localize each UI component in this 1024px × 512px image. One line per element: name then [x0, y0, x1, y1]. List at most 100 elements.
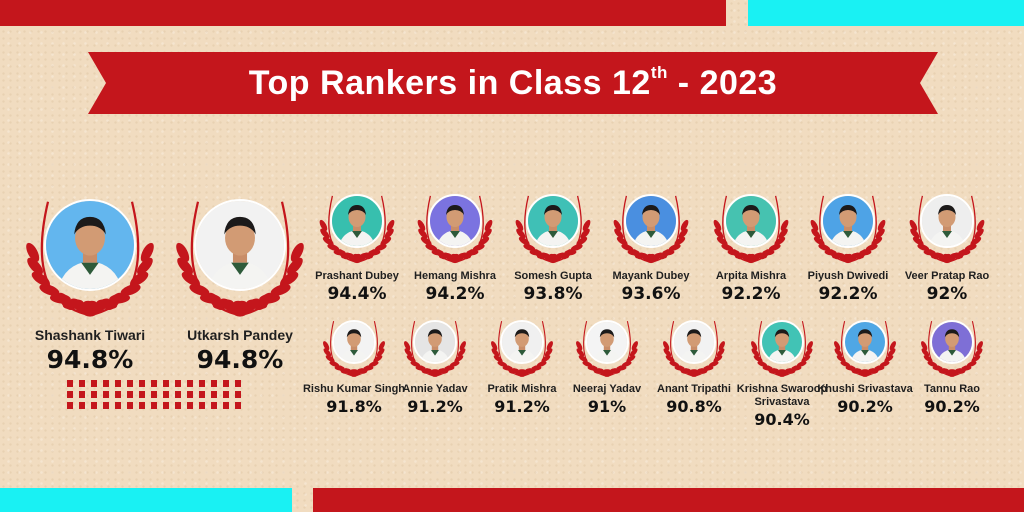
- ranker-name: Hemang Mishra: [414, 270, 496, 282]
- top-ranker-card: Utkarsh Pandey 94.8%: [170, 185, 310, 375]
- ranker-percentage: 94.8%: [46, 345, 134, 374]
- dot-grid-square: [91, 402, 97, 409]
- dot-grid-square: [151, 402, 157, 409]
- ranker-photo: [500, 320, 544, 364]
- laurel-wreath-icon: [515, 195, 591, 264]
- dot-grid-square: [103, 391, 109, 398]
- ranker-percentage: 90.8%: [666, 397, 722, 416]
- ranker-card: Hemang Mishra 94.2%: [414, 186, 496, 306]
- ranker-photo: [760, 320, 804, 364]
- ranker-name: Tannu Rao: [923, 383, 980, 395]
- portrait-photo: [762, 322, 802, 362]
- top-ranker-card: Shashank Tiwari 94.8%: [20, 185, 160, 375]
- portrait-photo: [823, 196, 873, 246]
- ranker-photo: [194, 199, 286, 291]
- ranker-percentage: 93.6%: [621, 284, 681, 304]
- dot-grid-square: [139, 402, 145, 409]
- dot-grid-square: [211, 391, 217, 398]
- ranker-name: Anant Tripathi: [657, 383, 731, 395]
- dot-grid-square: [115, 391, 121, 398]
- dot-grid-square: [103, 380, 109, 387]
- ranker-name: Arpita Mishra: [715, 270, 787, 282]
- dot-grid-square: [79, 391, 85, 398]
- laurel-wreath-icon: [417, 195, 493, 264]
- ranker-name: Neeraj Yadav: [572, 383, 642, 395]
- ranker-card: Arpita Mishra 92.2%: [710, 186, 792, 306]
- dot-grid-square: [139, 380, 145, 387]
- ranker-photo: [332, 320, 376, 364]
- laurel-wreath-icon: [663, 321, 725, 377]
- dot-grid-square: [175, 391, 181, 398]
- ranker-photo: [428, 194, 482, 248]
- ranker-name: Somesh Gupta: [514, 270, 592, 282]
- laurel-wreath-icon: [834, 321, 896, 377]
- dot-grid-square: [187, 380, 193, 387]
- dot-grid-square: [151, 380, 157, 387]
- ranker-percentage: 91%: [587, 397, 627, 416]
- ranker-photo: [724, 194, 778, 248]
- title-superscript: th: [650, 62, 668, 82]
- dot-grid-square: [139, 391, 145, 398]
- ranker-percentage: 90.2%: [837, 397, 893, 416]
- dot-grid-square: [223, 402, 229, 409]
- ranker-card: Pratik Mishra 91.2%: [487, 313, 557, 423]
- ranker-name: Utkarsh Pandey: [187, 327, 293, 343]
- ranker-photo: [624, 194, 678, 248]
- portrait-photo: [415, 322, 455, 362]
- ranker-card: Annie Yadav 91.2%: [401, 313, 469, 423]
- ranker-percentage: 92%: [926, 284, 968, 304]
- ranker-percentage: 90.2%: [924, 397, 980, 416]
- portrait-photo: [430, 196, 480, 246]
- ranker-percentage: 94.4%: [327, 284, 387, 304]
- decorative-dot-grid: [67, 380, 241, 409]
- ranker-percentage: 94.8%: [196, 345, 284, 374]
- dot-grid-square: [115, 380, 121, 387]
- title-banner: Top Rankers in Class 12th - 2023: [88, 52, 938, 114]
- ribbon-shape: [88, 52, 938, 114]
- ranker-photo: [920, 194, 974, 248]
- ranker-name: Mayank Dubey: [612, 270, 690, 282]
- ranker-name: Rishu Kumar Singh: [302, 383, 406, 395]
- laurel-wreath-icon: [26, 201, 154, 317]
- dot-grid-square: [115, 402, 121, 409]
- portrait-photo: [726, 196, 776, 246]
- top-red-bar: [0, 0, 726, 26]
- dot-grid-square: [91, 380, 97, 387]
- title-main: Top Rankers in Class 12: [248, 64, 651, 102]
- dot-grid-square: [175, 402, 181, 409]
- ranker-card: Somesh Gupta 93.8%: [512, 186, 594, 306]
- ranker-card: Rishu Kumar Singh 91.8%: [303, 313, 405, 423]
- dot-grid-square: [175, 380, 181, 387]
- ranker-card: Tannu Rao 90.2%: [918, 313, 986, 423]
- portrait-photo: [334, 322, 374, 362]
- dot-grid-square: [199, 402, 205, 409]
- ranker-photo: [413, 320, 457, 364]
- ranker-percentage: 92.2%: [818, 284, 878, 304]
- laurel-wreath-icon: [810, 195, 886, 264]
- ranker-card: Veer Pratap Rao 92%: [905, 186, 989, 306]
- ranker-card: Piyush Dwivedi 92.2%: [807, 186, 889, 306]
- ranker-name: Krishna Swaroop Srivastava: [718, 383, 846, 408]
- dot-grid-square: [79, 402, 85, 409]
- dot-grid-square: [163, 402, 169, 409]
- portrait-photo: [587, 322, 627, 362]
- laurel-wreath-icon: [751, 321, 813, 377]
- laurel-wreath-icon: [176, 201, 304, 317]
- bottom-cyan-bar: [0, 488, 292, 512]
- ranker-photo: [930, 320, 974, 364]
- ranker-percentage: 91.2%: [407, 397, 463, 416]
- dot-grid-square: [163, 391, 169, 398]
- dot-grid-square: [235, 380, 241, 387]
- ranker-percentage: 93.8%: [523, 284, 583, 304]
- dot-grid-square: [235, 391, 241, 398]
- portrait-photo: [528, 196, 578, 246]
- ranker-percentage: 91.8%: [326, 397, 382, 416]
- dot-grid-square: [151, 391, 157, 398]
- ranker-percentage: 94.2%: [425, 284, 485, 304]
- dot-grid-square: [127, 380, 133, 387]
- ranker-name: Pratik Mishra: [487, 383, 557, 395]
- dot-grid-square: [223, 391, 229, 398]
- laurel-wreath-icon: [491, 321, 553, 377]
- portrait-photo: [932, 322, 972, 362]
- ranker-card: Neeraj Yadav 91%: [573, 313, 641, 423]
